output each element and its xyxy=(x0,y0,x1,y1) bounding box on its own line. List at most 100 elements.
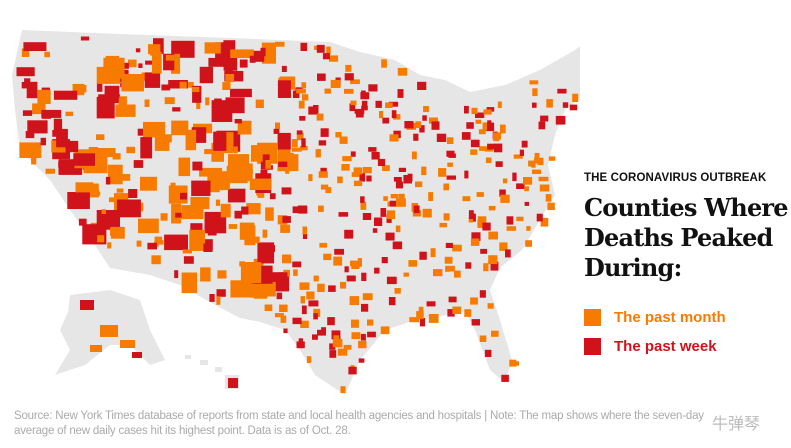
county-peak-past-month xyxy=(485,157,492,164)
county-peak-past-month xyxy=(547,202,555,211)
county-peak-past-month xyxy=(306,291,315,300)
county-peak-past-month xyxy=(478,129,486,135)
county-peak-past-week xyxy=(374,267,380,274)
county-peak-past-month xyxy=(164,97,175,105)
county-peak-past-month xyxy=(293,269,298,276)
county-peak-past-week xyxy=(190,223,203,235)
county-peak-past-month xyxy=(382,165,390,171)
county-peak-past-week xyxy=(464,105,469,114)
county-peak-past-week xyxy=(282,216,291,223)
county-peak-past-month xyxy=(357,258,362,267)
county-peak-past-month xyxy=(351,172,360,177)
county-peak-past-week xyxy=(388,101,399,107)
county-peak-past-month xyxy=(228,154,249,170)
county-peak-past-month xyxy=(358,340,367,349)
county-peak-past-month xyxy=(138,218,159,234)
kicker: THE CORONAVIRUS OUTBREAK xyxy=(584,172,767,184)
county-peak-past-month xyxy=(335,132,342,138)
county-peak-past-month xyxy=(181,272,198,294)
county-peak-past-week xyxy=(96,83,103,92)
county-peak-past-week xyxy=(426,301,436,307)
county-peak-past-month xyxy=(428,314,439,323)
county-peak-past-month xyxy=(342,156,352,162)
county-peak-past-week xyxy=(239,59,248,68)
county-peak-past-week xyxy=(234,119,242,124)
county-peak-past-month xyxy=(255,99,264,109)
county-peak-past-month xyxy=(488,231,498,240)
county-peak-past-week xyxy=(192,85,202,103)
county-peak-past-week xyxy=(484,349,492,357)
county-peak-past-week xyxy=(445,242,453,248)
county-peak-past-month xyxy=(282,254,292,264)
county-peak-past-week xyxy=(183,256,194,264)
county-peak-past-month xyxy=(446,137,454,144)
county-peak-past-month xyxy=(433,269,443,277)
county-peak-past-week xyxy=(278,161,288,167)
county-peak-past-month xyxy=(350,260,359,267)
county-peak-past-month xyxy=(110,227,118,236)
county-peak-past-week xyxy=(480,248,487,254)
county-peak-past-week xyxy=(448,296,457,303)
county-peak-past-week xyxy=(493,143,503,153)
county-peak-past-month xyxy=(88,147,99,155)
county-peak-past-month xyxy=(525,240,532,247)
county-peak-past-month xyxy=(315,149,321,158)
county-peak-past-month xyxy=(222,82,231,90)
county-peak-past-week xyxy=(419,318,426,327)
county-peak-past-week xyxy=(555,115,566,125)
county-peak-past-week xyxy=(213,131,227,151)
county-peak-past-month xyxy=(351,319,359,328)
county-peak-past-month xyxy=(324,88,331,94)
county-peak-past-week xyxy=(296,341,305,349)
county-peak-past-week xyxy=(398,167,406,172)
county-peak-past-week xyxy=(180,192,188,200)
county-peak-past-week xyxy=(276,292,283,300)
county-peak-past-month xyxy=(534,152,540,162)
county-peak-past-month xyxy=(462,196,471,202)
county-peak-past-month xyxy=(211,174,218,181)
county-peak-past-week xyxy=(368,147,377,152)
county-peak-past-month xyxy=(90,345,102,352)
county-peak-past-month xyxy=(291,147,302,152)
county-peak-past-week xyxy=(487,143,496,150)
county-peak-past-month xyxy=(265,207,274,221)
county-peak-past-month xyxy=(170,182,176,189)
county-peak-past-month xyxy=(121,74,144,92)
county-peak-past-month xyxy=(367,319,374,326)
county-peak-past-week xyxy=(301,138,306,148)
county-peak-past-month xyxy=(443,183,449,191)
county-peak-past-week xyxy=(281,187,292,195)
county-peak-past-month xyxy=(185,81,194,88)
county-peak-past-month xyxy=(196,100,201,110)
county-peak-past-month xyxy=(45,168,55,174)
county-peak-past-week xyxy=(538,121,546,130)
county-peak-past-month xyxy=(482,122,487,131)
county-peak-past-week xyxy=(292,317,302,325)
county-peak-past-month xyxy=(240,262,262,284)
county-peak-past-month xyxy=(464,309,472,317)
county-peak-past-month xyxy=(264,304,273,311)
county-peak-past-month xyxy=(532,88,538,97)
county-peak-past-week xyxy=(24,78,31,84)
county-peak-past-month xyxy=(228,224,238,229)
county-peak-past-week xyxy=(137,128,144,136)
county-peak-past-week xyxy=(367,331,376,338)
county-peak-past-week xyxy=(422,115,427,121)
county-peak-past-month xyxy=(476,192,484,197)
county-markers xyxy=(16,36,579,394)
county-peak-past-week xyxy=(374,217,383,226)
county-peak-past-week xyxy=(320,167,327,172)
county-peak-past-week xyxy=(512,172,517,182)
county-peak-past-week xyxy=(540,115,549,122)
county-peak-past-month xyxy=(341,164,350,171)
county-peak-past-month xyxy=(546,99,553,108)
county-peak-past-month xyxy=(395,225,401,233)
county-peak-past-month xyxy=(296,132,304,141)
county-peak-past-month xyxy=(470,297,478,305)
county-peak-past-week xyxy=(300,42,308,51)
county-peak-past-week xyxy=(147,242,157,250)
legend-item-past-month: The past month xyxy=(584,303,726,332)
county-peak-past-week xyxy=(145,60,155,65)
county-peak-past-month xyxy=(285,168,290,174)
county-peak-past-month xyxy=(157,240,164,245)
